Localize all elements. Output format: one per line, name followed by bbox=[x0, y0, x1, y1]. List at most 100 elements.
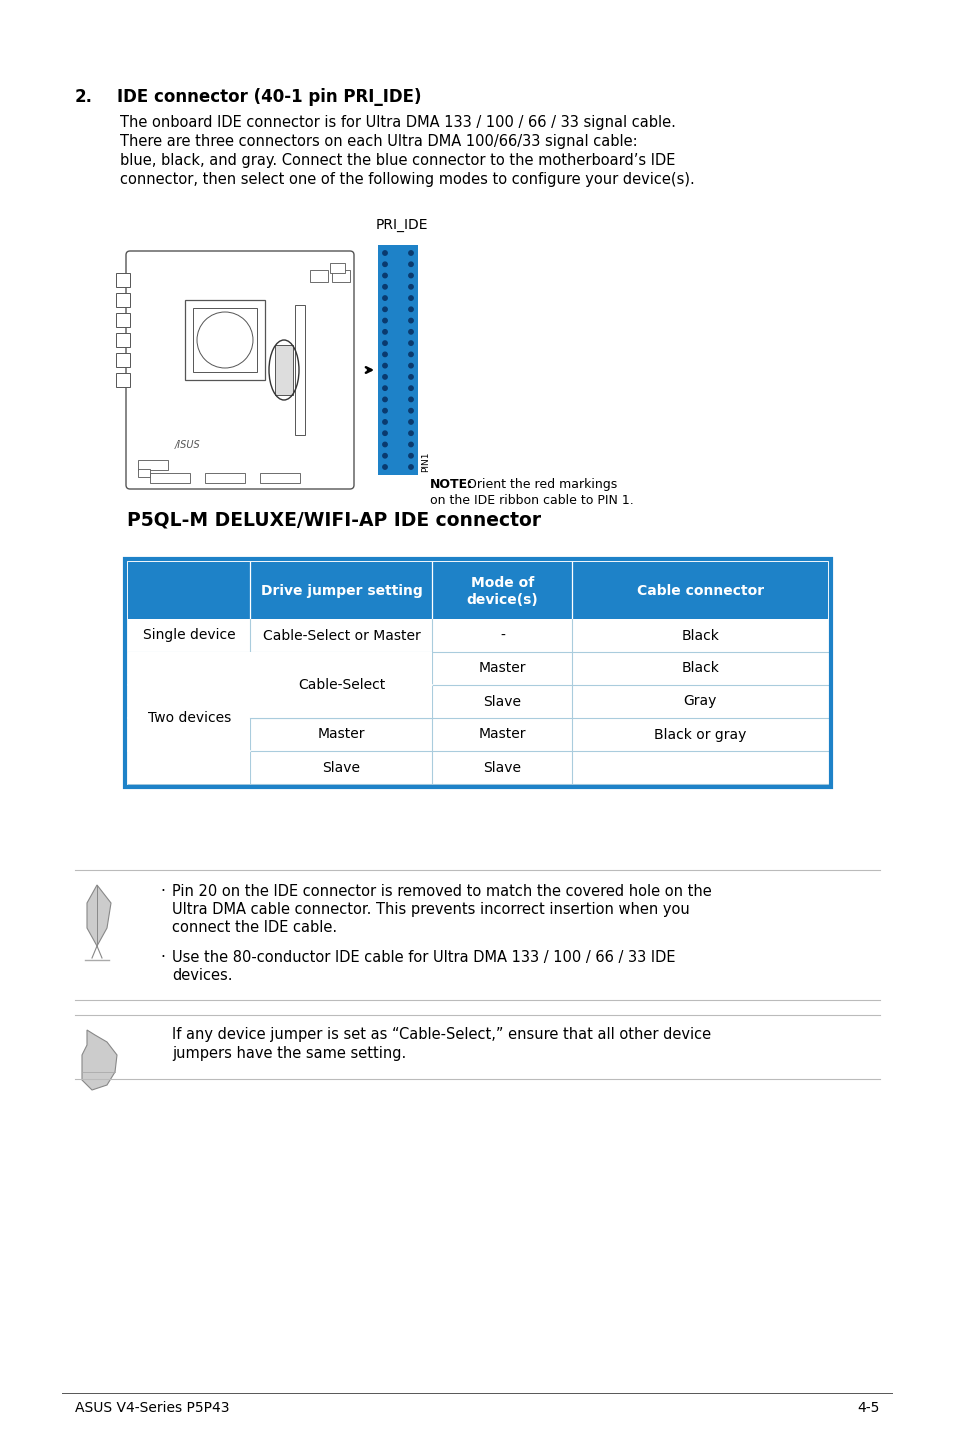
Text: Black or gray: Black or gray bbox=[654, 728, 745, 742]
Bar bbox=[205, 473, 245, 483]
Text: Orient the red markings: Orient the red markings bbox=[467, 477, 617, 490]
Text: /ISUS: /ISUS bbox=[174, 440, 200, 450]
Circle shape bbox=[382, 329, 387, 334]
Circle shape bbox=[409, 341, 413, 345]
Bar bbox=[116, 372, 130, 387]
Circle shape bbox=[409, 318, 413, 322]
Bar bbox=[125, 559, 830, 787]
Text: Gray: Gray bbox=[683, 695, 717, 709]
Text: IDE connector (40-1 pin PRI_IDE): IDE connector (40-1 pin PRI_IDE) bbox=[117, 88, 421, 106]
Bar bbox=[294, 305, 305, 436]
Circle shape bbox=[382, 308, 387, 312]
Text: PIN1: PIN1 bbox=[420, 452, 430, 472]
Circle shape bbox=[382, 262, 387, 266]
Text: Use the 80-conductor IDE cable for Ultra DMA 133 / 100 / 66 / 33 IDE: Use the 80-conductor IDE cable for Ultra… bbox=[172, 951, 675, 965]
Text: Ultra DMA cable connector. This prevents incorrect insertion when you: Ultra DMA cable connector. This prevents… bbox=[172, 902, 689, 917]
Bar bbox=[138, 460, 168, 470]
Bar bbox=[332, 270, 350, 282]
Text: -: - bbox=[499, 628, 504, 643]
Text: The onboard IDE connector is for Ultra DMA 133 / 100 / 66 / 33 signal cable.: The onboard IDE connector is for Ultra D… bbox=[120, 115, 675, 129]
Circle shape bbox=[382, 250, 387, 255]
Text: Slave: Slave bbox=[322, 761, 360, 775]
Circle shape bbox=[382, 464, 387, 469]
Text: ·: · bbox=[160, 951, 165, 965]
Text: Drive jumper setting: Drive jumper setting bbox=[260, 584, 422, 598]
Circle shape bbox=[382, 385, 387, 390]
Text: Two devices: Two devices bbox=[148, 710, 231, 725]
Circle shape bbox=[409, 250, 413, 255]
Bar bbox=[377, 244, 417, 475]
Circle shape bbox=[409, 420, 413, 424]
Circle shape bbox=[409, 464, 413, 469]
Text: devices.: devices. bbox=[172, 968, 233, 984]
Text: ·: · bbox=[160, 884, 165, 899]
Bar bbox=[330, 263, 345, 273]
Polygon shape bbox=[87, 884, 111, 946]
Bar bbox=[138, 469, 150, 477]
FancyBboxPatch shape bbox=[126, 252, 354, 489]
Bar bbox=[251, 651, 432, 718]
Bar bbox=[193, 308, 256, 372]
Text: device(s): device(s) bbox=[466, 592, 537, 607]
Circle shape bbox=[409, 408, 413, 413]
Bar bbox=[185, 301, 265, 380]
Circle shape bbox=[382, 431, 387, 436]
Circle shape bbox=[382, 420, 387, 424]
Text: ASUS V4-Series P5P43: ASUS V4-Series P5P43 bbox=[75, 1401, 230, 1415]
Circle shape bbox=[409, 273, 413, 278]
Circle shape bbox=[409, 397, 413, 401]
Bar bbox=[310, 270, 328, 282]
Circle shape bbox=[409, 364, 413, 368]
Circle shape bbox=[382, 273, 387, 278]
Bar bbox=[116, 293, 130, 306]
Text: blue, black, and gray. Connect the blue connector to the motherboard’s IDE: blue, black, and gray. Connect the blue … bbox=[120, 152, 675, 168]
Circle shape bbox=[382, 296, 387, 301]
Text: connector, then select one of the following modes to configure your device(s).: connector, then select one of the follow… bbox=[120, 173, 694, 187]
Bar bbox=[116, 273, 130, 288]
Circle shape bbox=[382, 453, 387, 457]
Circle shape bbox=[409, 262, 413, 266]
Text: There are three connectors on each Ultra DMA 100/66/33 signal cable:: There are three connectors on each Ultra… bbox=[120, 134, 637, 150]
Circle shape bbox=[409, 308, 413, 312]
Bar bbox=[116, 334, 130, 347]
Text: jumpers have the same setting.: jumpers have the same setting. bbox=[172, 1045, 406, 1061]
Text: P5QL-M DELUXE/WIFI-AP IDE connector: P5QL-M DELUXE/WIFI-AP IDE connector bbox=[127, 510, 540, 529]
Circle shape bbox=[409, 352, 413, 357]
Text: 4-5: 4-5 bbox=[857, 1401, 879, 1415]
Text: Cable-Select: Cable-Select bbox=[297, 677, 385, 692]
Circle shape bbox=[196, 312, 253, 368]
Text: 2.: 2. bbox=[75, 88, 92, 106]
Circle shape bbox=[382, 375, 387, 380]
Text: Pin 20 on the IDE connector is removed to match the covered hole on the: Pin 20 on the IDE connector is removed t… bbox=[172, 884, 711, 899]
Text: Slave: Slave bbox=[483, 695, 521, 709]
Bar bbox=[116, 313, 130, 326]
Bar bbox=[274, 345, 293, 395]
Bar bbox=[128, 618, 827, 784]
Circle shape bbox=[382, 397, 387, 401]
Text: Black: Black bbox=[680, 628, 719, 643]
Circle shape bbox=[409, 375, 413, 380]
Circle shape bbox=[382, 352, 387, 357]
Text: on the IDE ribbon cable to PIN 1.: on the IDE ribbon cable to PIN 1. bbox=[430, 495, 633, 508]
Circle shape bbox=[382, 341, 387, 345]
Circle shape bbox=[382, 408, 387, 413]
Text: Cable-Select or Master: Cable-Select or Master bbox=[262, 628, 420, 643]
Bar bbox=[128, 651, 251, 784]
Circle shape bbox=[409, 443, 413, 447]
Circle shape bbox=[409, 453, 413, 457]
Text: Master: Master bbox=[317, 728, 365, 742]
Circle shape bbox=[382, 318, 387, 322]
Circle shape bbox=[409, 285, 413, 289]
Bar bbox=[128, 562, 827, 618]
Text: Single device: Single device bbox=[143, 628, 235, 643]
Bar bbox=[150, 473, 190, 483]
Polygon shape bbox=[82, 1030, 117, 1090]
Circle shape bbox=[382, 285, 387, 289]
Text: connect the IDE cable.: connect the IDE cable. bbox=[172, 920, 336, 935]
Circle shape bbox=[382, 443, 387, 447]
Text: Cable connector: Cable connector bbox=[636, 584, 763, 598]
Text: If any device jumper is set as “Cable-Select,” ensure that all other device: If any device jumper is set as “Cable-Se… bbox=[172, 1027, 710, 1043]
Circle shape bbox=[409, 385, 413, 390]
Text: NOTE:: NOTE: bbox=[430, 477, 473, 490]
Text: Master: Master bbox=[478, 728, 526, 742]
